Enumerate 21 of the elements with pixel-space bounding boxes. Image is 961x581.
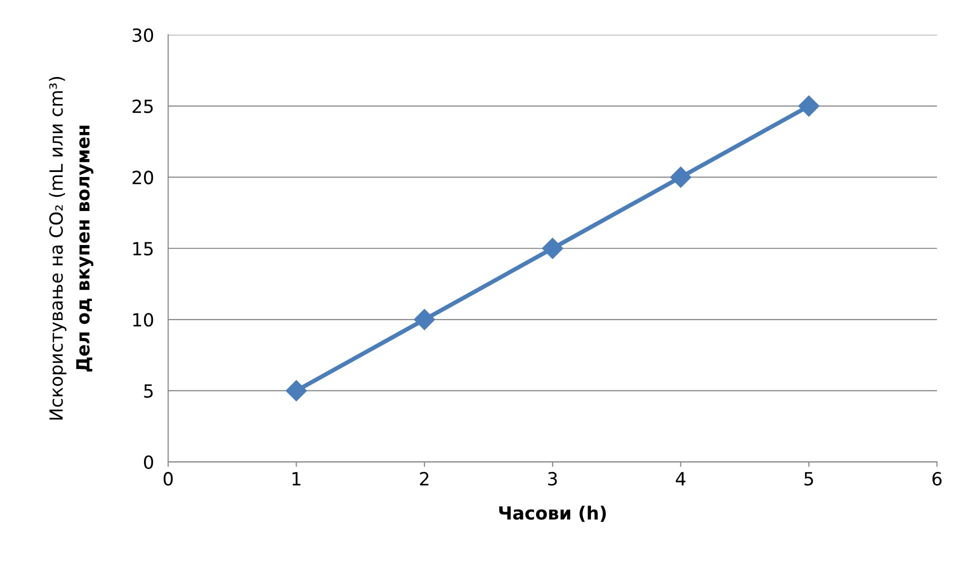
y-tick-label: 0 — [144, 455, 154, 470]
y-tick-label: 25 — [132, 99, 153, 114]
point — [414, 309, 435, 330]
point — [670, 166, 692, 188]
y-tick-label: 20 — [132, 170, 154, 184]
point — [798, 96, 820, 117]
x-tick-label: 1 — [292, 472, 300, 486]
x-tick-label: 0 — [164, 472, 173, 486]
x-tick-label: 6 — [932, 472, 942, 486]
x-tick-label: 4 — [676, 472, 686, 486]
y-tick-label: 30 — [132, 28, 154, 42]
x-tick-label: 3 — [548, 472, 557, 486]
x-tick-label: 5 — [804, 472, 814, 486]
x-tick-label: 2 — [420, 472, 428, 486]
x-axis-title: Часови (h) — [499, 506, 606, 522]
point — [286, 380, 307, 402]
point — [542, 238, 564, 259]
y-tick-label: 15 — [133, 242, 153, 256]
y-tick-label: 5 — [144, 384, 153, 398]
y-axis-title: Искористување на CO₂ (mL или cm³) Дел од вкупен волумен — [48, 77, 94, 420]
y-tick-label: 10 — [133, 313, 154, 327]
